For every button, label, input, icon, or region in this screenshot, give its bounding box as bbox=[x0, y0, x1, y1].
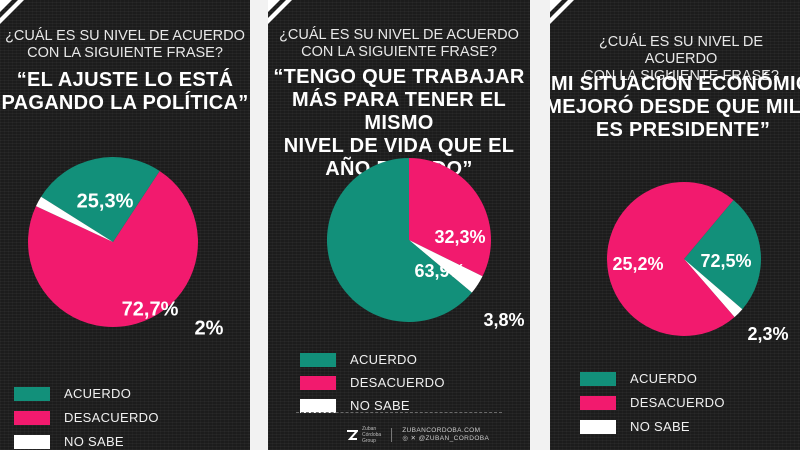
legend-label-no-sabe: NO SABE bbox=[350, 398, 410, 413]
legend-label-no-sabe: NO SABE bbox=[630, 419, 690, 434]
pie-chart: 63,9% 32,3% 3,8% bbox=[326, 158, 525, 330]
pie-label-desacuerdo: 32,3% bbox=[434, 227, 485, 247]
pie-slice-desacuerdo bbox=[607, 181, 735, 336]
legend-label-desacuerdo: DESACUERDO bbox=[64, 410, 159, 425]
legend-item-acuerdo: ACUERDO bbox=[580, 371, 697, 386]
corner-stripes-decoration bbox=[268, 0, 292, 24]
legend-swatch-acuerdo bbox=[300, 352, 336, 367]
pie-slice-desacuerdo bbox=[409, 158, 491, 277]
pie-slice-no-sabe bbox=[35, 196, 113, 242]
chart-title: “MI SITUACIÓN ECONÓMICA MEJORÓ DESDE QUE… bbox=[550, 73, 800, 141]
question-text: ¿CUÁL ES SU NIVEL DE ACUERDO CON LA SIGU… bbox=[279, 27, 519, 60]
legend-label-acuerdo: ACUERDO bbox=[630, 371, 698, 386]
website-link[interactable]: ZUBANCORDOBA.COM bbox=[402, 427, 481, 434]
legend-label-acuerdo: ACUERDO bbox=[350, 352, 418, 367]
poll-panel-trabajar: ¿CUÁL ES SU NIVEL DE ACUERDO CON LA SIGU… bbox=[268, 0, 530, 450]
brand-mark-icon bbox=[347, 430, 358, 440]
legend-item-desacuerdo: DESACUERDO bbox=[14, 410, 159, 425]
brand-name: Zuban Córdoba Group bbox=[362, 426, 382, 444]
pie-label-no-sabe: 2,3% bbox=[747, 324, 788, 344]
twitter-icon: ✕ bbox=[410, 435, 417, 442]
poll-panel-milei: ¿CUÁL ES SU NIVEL DE ACUERDO CON LA SIGU… bbox=[550, 0, 800, 450]
legend-label-desacuerdo: DESACUERDO bbox=[350, 375, 445, 390]
question-text: ¿CUÁL ES SU NIVEL DE ACUERDO CON LA SIGU… bbox=[583, 34, 779, 84]
pie-label-acuerdo: 25,3% bbox=[77, 190, 134, 212]
legend-item-no-sabe: NO SABE bbox=[14, 434, 124, 449]
pie-label-no-sabe: 3,8% bbox=[483, 310, 524, 330]
legend-swatch-desacuerdo bbox=[580, 395, 616, 410]
legend-swatch-no-sabe bbox=[580, 419, 616, 434]
corner-stripes-decoration bbox=[550, 0, 574, 24]
legend-item-desacuerdo: DESACUERDO bbox=[580, 395, 725, 410]
pie-label-desacuerdo: 72,5% bbox=[700, 251, 751, 271]
poll-panel-ajuste: ¿CUÁL ES SU NIVEL DE ACUERDO CON LA SIGU… bbox=[0, 0, 250, 450]
pie-label-desacuerdo: 72,7% bbox=[122, 298, 179, 320]
pie-label-no-sabe: 2% bbox=[195, 317, 224, 339]
corner-stripes-decoration bbox=[0, 0, 24, 24]
chart-title: “EL AJUSTE LO ESTÁ PAGANDO LA POLÍTICA” bbox=[1, 69, 249, 114]
footer-handles: ZUBANCORDOBA.COM ◎ ✕ @ZUBAN_CORDOBA bbox=[402, 427, 489, 443]
social-handle-text: @ZUBAN_CORDOBA bbox=[418, 435, 490, 442]
legend-swatch-acuerdo bbox=[14, 386, 50, 401]
legend-item-acuerdo: ACUERDO bbox=[14, 386, 131, 401]
pie-chart: 25,3% 72,7% 2% bbox=[27, 157, 224, 339]
instagram-icon: ◎ bbox=[402, 435, 409, 442]
pie-label-acuerdo: 25,2% bbox=[612, 254, 663, 274]
social-handle[interactable]: ◎ ✕ @ZUBAN_CORDOBA bbox=[402, 435, 489, 443]
legend-swatch-acuerdo bbox=[580, 371, 616, 386]
pie-slice-desacuerdo bbox=[27, 170, 198, 327]
pie-slice-acuerdo bbox=[684, 200, 762, 310]
footer: Zuban Córdoba Group ZUBANCORDOBA.COM ◎ ✕… bbox=[346, 426, 489, 444]
legend-label-desacuerdo: DESACUERDO bbox=[630, 395, 725, 410]
legend-swatch-desacuerdo bbox=[300, 375, 336, 390]
pie-slice-acuerdo bbox=[326, 158, 472, 322]
legend-item-acuerdo: ACUERDO bbox=[300, 352, 417, 367]
footer-separator bbox=[391, 428, 393, 442]
question-text: ¿CUÁL ES SU NIVEL DE ACUERDO CON LA SIGU… bbox=[5, 28, 245, 61]
legend-item-desacuerdo: DESACUERDO bbox=[300, 375, 445, 390]
footer-divider bbox=[296, 412, 502, 413]
legend-item-no-sabe: NO SABE bbox=[580, 419, 690, 434]
pie-slice-acuerdo bbox=[41, 157, 160, 242]
pie-chart: 25,2% 72,5% 2,3% bbox=[607, 181, 789, 344]
legend-item-no-sabe: NO SABE bbox=[300, 398, 410, 413]
legend-swatch-no-sabe bbox=[300, 398, 336, 413]
pie-label-acuerdo: 63,9% bbox=[414, 261, 465, 281]
pie-slice-no-sabe bbox=[684, 259, 743, 318]
brand-logo: Zuban Córdoba Group bbox=[346, 426, 381, 444]
legend-label-no-sabe: NO SABE bbox=[64, 434, 124, 449]
legend-label-acuerdo: ACUERDO bbox=[64, 386, 132, 401]
pie-slice-no-sabe bbox=[409, 240, 483, 293]
legend-swatch-desacuerdo bbox=[14, 410, 50, 425]
legend-swatch-no-sabe bbox=[14, 434, 50, 449]
